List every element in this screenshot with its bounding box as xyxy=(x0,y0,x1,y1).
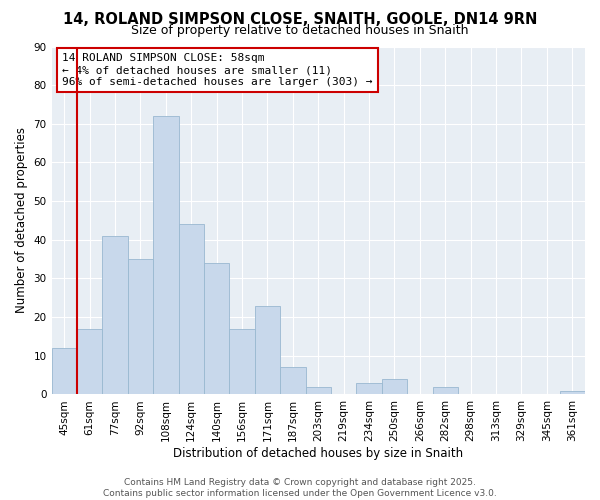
Bar xyxy=(560,390,585,394)
Text: 14 ROLAND SIMPSON CLOSE: 58sqm
← 4% of detached houses are smaller (11)
96% of s: 14 ROLAND SIMPSON CLOSE: 58sqm ← 4% of d… xyxy=(62,54,373,86)
Bar xyxy=(179,224,204,394)
Bar xyxy=(280,368,305,394)
Text: 14, ROLAND SIMPSON CLOSE, SNAITH, GOOLE, DN14 9RN: 14, ROLAND SIMPSON CLOSE, SNAITH, GOOLE,… xyxy=(63,12,537,28)
Bar xyxy=(204,263,229,394)
Bar xyxy=(52,348,77,395)
Text: Contains HM Land Registry data © Crown copyright and database right 2025.
Contai: Contains HM Land Registry data © Crown c… xyxy=(103,478,497,498)
Bar xyxy=(382,379,407,394)
Bar xyxy=(128,259,153,394)
Bar xyxy=(305,386,331,394)
Bar xyxy=(356,383,382,394)
Bar xyxy=(433,386,458,394)
Bar xyxy=(153,116,179,394)
Bar xyxy=(77,328,103,394)
Bar xyxy=(255,306,280,394)
Bar xyxy=(229,328,255,394)
X-axis label: Distribution of detached houses by size in Snaith: Distribution of detached houses by size … xyxy=(173,447,463,460)
Text: Size of property relative to detached houses in Snaith: Size of property relative to detached ho… xyxy=(131,24,469,37)
Y-axis label: Number of detached properties: Number of detached properties xyxy=(15,128,28,314)
Bar xyxy=(103,236,128,394)
